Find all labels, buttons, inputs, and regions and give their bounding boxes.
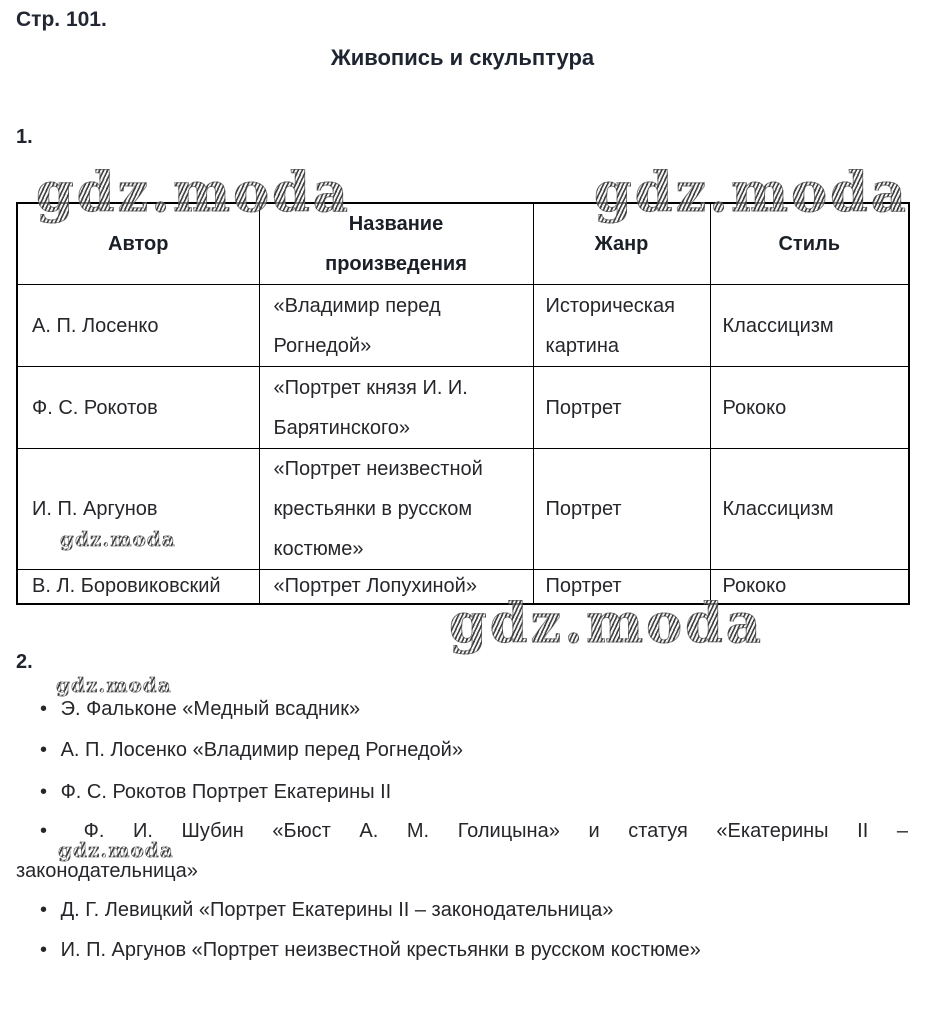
table-cell-genre: Историческая картина [532, 284, 711, 367]
bullet-marker: • [40, 781, 48, 803]
table-header-row: Автор Название произведения Жанр Стиль [16, 202, 910, 285]
bullet-marker: • [40, 698, 48, 720]
table-header-work-title: Название произведения [258, 202, 534, 285]
list-item: • И. П. Аргунов «Портрет неизвестной кре… [40, 937, 908, 963]
table-header-genre: Жанр [532, 202, 711, 285]
list-item-text: законодательница» [16, 860, 198, 882]
bullet-marker: • [40, 939, 48, 961]
table-cell-work-title: «Портрет неизвестной крестьянки в русско… [258, 448, 534, 570]
table-row: Ф. С. Рокотов «Портрет князя И. И. Барят… [16, 366, 910, 449]
table-cell-style: Классицизм [709, 448, 910, 570]
bullet-marker: • [40, 739, 48, 761]
table-row: А. П. Лосенко «Владимир перед Рогнедой» … [16, 284, 910, 367]
table-cell-author: В. Л. Боровиковский [16, 569, 260, 604]
table-cell-genre: Портрет [532, 366, 711, 449]
artworks-table: Автор Название произведения Жанр Стиль А… [16, 202, 910, 605]
list-item-text: Д. Г. Левицкий «Портрет Екатерины II – з… [60, 899, 614, 921]
bullet-marker: • [40, 899, 48, 921]
table-header-author: Автор [16, 202, 260, 285]
list-item: • Д. Г. Левицкий «Портрет Екатерины II –… [40, 897, 908, 923]
gdz-moda-watermark-small: gdz.moda [56, 673, 172, 698]
table-header-style: Стиль [709, 202, 910, 285]
table-cell-work-title: «Портрет князя И. И. Барятинского» [258, 366, 534, 449]
table-cell-style: Рококо [709, 366, 910, 449]
list-item-continuation: законодательница» [16, 858, 884, 884]
list-item-text: А. П. Лосенко «Владимир перед Рогнедой» [60, 739, 463, 761]
table-cell-author: И. П. Аргунов [16, 448, 260, 570]
table-cell-genre: Портрет [532, 448, 711, 570]
table-row: И. П. Аргунов «Портрет неизвестной крест… [16, 448, 910, 570]
table-cell-work-title: «Владимир перед Рогнедой» [258, 284, 534, 367]
table-cell-work-title: «Портрет Лопухиной» [258, 569, 534, 604]
page-title: Живопись и скульптура [330, 45, 595, 70]
table-row: В. Л. Боровиковский «Портрет Лопухиной» … [16, 569, 910, 604]
list-item-text: Э. Фальконе «Медный всадник» [60, 698, 361, 720]
table-cell-author: Ф. С. Рокотов [16, 366, 260, 449]
list-item: • Ф. С. Рокотов Портрет Екатерины II [40, 779, 908, 805]
table-cell-style: Классицизм [709, 284, 910, 367]
table-cell-author: А. П. Лосенко [16, 284, 260, 367]
list-item: • Ф. И. Шубин «Бюст А. М. Голицына» и ст… [40, 818, 908, 844]
page-number-label: Стр. 101. [16, 8, 107, 31]
table-cell-genre: Портрет [532, 569, 711, 604]
list-item-text: Ф. С. Рокотов Портрет Екатерины II [60, 781, 392, 803]
section-2-number: 2. [16, 651, 33, 673]
bullet-marker: • [40, 820, 48, 842]
list-item: • А. П. Лосенко «Владимир перед Рогнедой… [40, 737, 908, 763]
list-item: • Э. Фальконе «Медный всадник» [40, 696, 908, 722]
table-cell-style: Рококо [709, 569, 910, 604]
list-item-text: Ф. И. Шубин «Бюст А. М. Голицына» и стат… [83, 820, 908, 842]
list-item-text: И. П. Аргунов «Портрет неизвестной крест… [60, 939, 701, 961]
artworks-table-container: Автор Название произведения Жанр Стиль А… [16, 202, 910, 605]
section-1-number: 1. [16, 126, 33, 148]
